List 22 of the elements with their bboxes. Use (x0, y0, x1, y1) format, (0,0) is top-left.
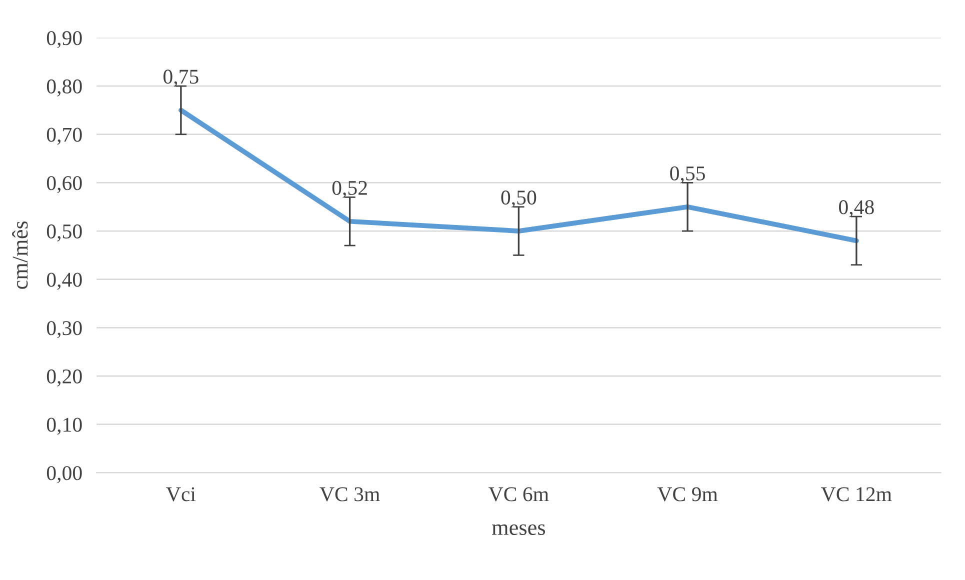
x-tick-label: VC 6m (488, 487, 549, 502)
y-axis-title: cm/mês (12, 221, 28, 289)
y-tick-label: 0,70 (46, 128, 82, 145)
y-tick-label: 0,30 (46, 321, 82, 338)
x-axis-title: meses (492, 524, 546, 536)
y-tick-label: 0,20 (46, 369, 82, 386)
y-tick-label: 0,10 (46, 418, 82, 435)
y-tick-label: 0,50 (46, 224, 82, 242)
y-tick-label: 0,90 (46, 31, 82, 48)
y-tick-label: 0,40 (46, 272, 82, 290)
data-label: 0,52 (332, 180, 367, 198)
data-label: 0,48 (839, 200, 874, 218)
x-tick-label: VC 9m (657, 487, 718, 502)
y-tick-label: 0,60 (46, 176, 82, 194)
x-tick-label: Vci (166, 487, 196, 502)
data-label: 0,55 (670, 166, 705, 184)
y-tick-label: 0,80 (46, 79, 82, 96)
data-label: 0,50 (501, 190, 536, 208)
x-tick-label: VC 12m (821, 487, 892, 502)
data-label: 0,75 (164, 70, 198, 87)
y-tick-label: 0,00 (46, 466, 82, 484)
x-tick-label: VC 3m (320, 487, 380, 502)
